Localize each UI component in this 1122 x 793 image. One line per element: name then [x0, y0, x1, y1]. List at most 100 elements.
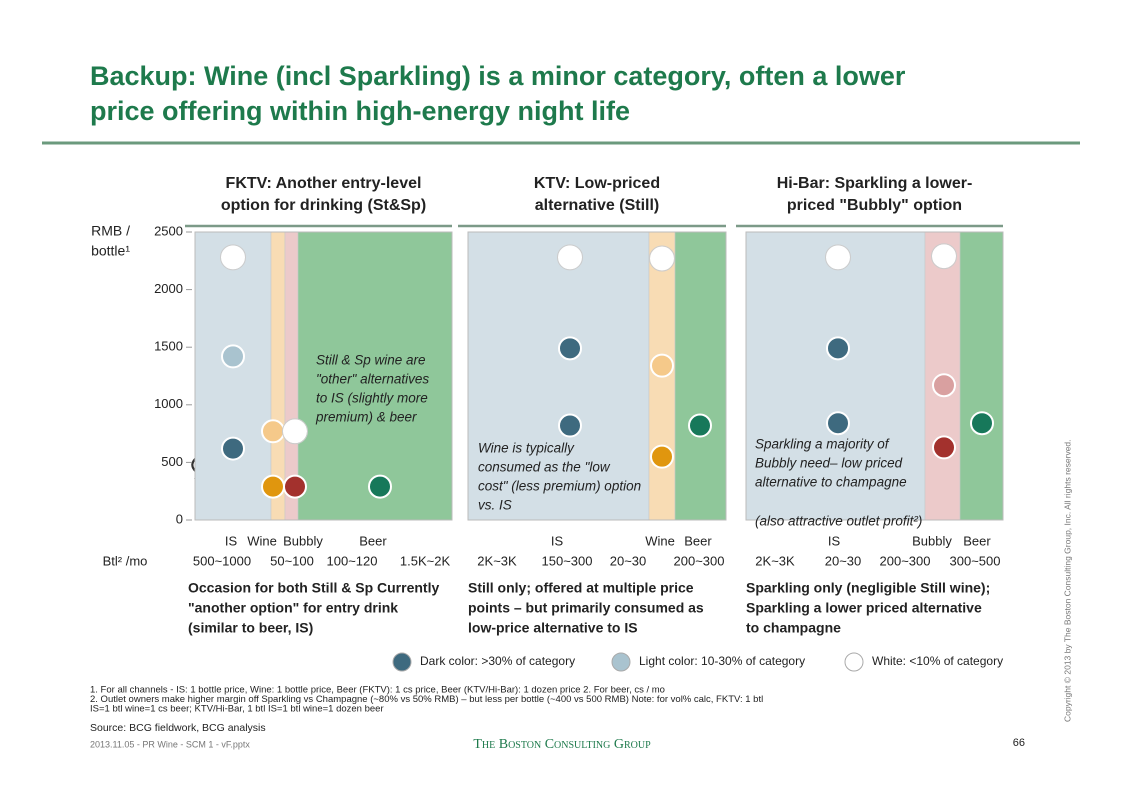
y-axis-label: RMB /	[91, 223, 130, 239]
band	[194, 231, 272, 521]
point	[558, 245, 582, 270]
point-outline	[931, 243, 957, 270]
caption: "another option" for entry drink	[188, 600, 398, 616]
x-tick-label: IS	[828, 533, 841, 548]
volume-label: 150~300	[542, 553, 593, 568]
panel-title: option for drinking (St&Sp)	[221, 197, 426, 214]
y-tick-label: 1500	[154, 339, 183, 354]
caption: Sparkling a lower priced alternative	[746, 600, 982, 616]
caption: Still only; offered at multiple price	[468, 580, 694, 596]
annotation: vs. IS	[478, 498, 512, 513]
y-tick-label: 2500	[154, 223, 183, 238]
annotation: Still & Sp wine are	[316, 353, 426, 368]
x-tick-label: IS	[551, 533, 564, 548]
point	[221, 344, 245, 369]
point	[826, 411, 850, 436]
annotation: to IS (slightly more	[316, 391, 428, 406]
copyright: Copyright © 2013 by The Boston Consultin…	[1062, 439, 1072, 722]
point	[261, 419, 285, 444]
y-tick-label: 500	[161, 454, 183, 469]
point	[650, 246, 674, 271]
caption: Sparkling only (negligible Still wine);	[746, 580, 990, 596]
point	[932, 244, 956, 269]
legend-swatch	[844, 652, 864, 672]
point-outline	[220, 244, 246, 271]
annotation: Sparkling a majority of	[755, 437, 890, 452]
footnote: 2. Outlet owners make higher margin off …	[90, 694, 763, 705]
y-tick-label: 0	[176, 511, 183, 526]
x-tick-label: Bubbly	[283, 533, 323, 548]
band	[959, 231, 1004, 521]
plot-frame	[467, 231, 727, 521]
x-tick-label: Beer	[684, 533, 712, 548]
annotation: cost" (less premium) option	[478, 479, 641, 494]
legend-label: Light color: 10-30% of category	[639, 654, 805, 668]
file-name: 2013.11.05 - PR Wine - SCM 1 - vF.pptx	[90, 739, 250, 749]
volume-label: 300~500	[950, 553, 1001, 568]
volume-label: 200~300	[674, 553, 725, 568]
point	[221, 245, 245, 270]
x-tick-label: Bubbly	[912, 533, 952, 548]
plot-frame	[194, 231, 453, 521]
annotation: Wine is typically	[478, 441, 575, 456]
annotation: premium) & beer	[315, 410, 417, 425]
band	[674, 231, 727, 521]
point	[826, 245, 850, 270]
title-line: Backup: Wine (incl Sparkling) is a minor…	[90, 61, 906, 91]
point	[558, 336, 582, 361]
caption: points – but primarily consumed as	[468, 600, 704, 616]
band	[467, 231, 650, 521]
y-tick-label: 2000	[154, 281, 183, 296]
caption: Occasion for both Still & Sp Currently	[188, 580, 439, 596]
volume-label: 1.5K~2K	[400, 553, 451, 568]
point	[970, 411, 994, 436]
panel-title: Hi-Bar: Sparkling a lower-	[777, 175, 973, 192]
point-outline	[282, 418, 308, 445]
y-tick-label: 1000	[154, 396, 183, 411]
volume-label: 2K~3K	[755, 553, 795, 568]
annotation: "other" alternatives	[316, 372, 429, 387]
point-outline	[649, 245, 675, 272]
volume-label: 20~30	[825, 553, 862, 568]
point	[932, 373, 956, 398]
title-line: price offering within high-energy night …	[90, 96, 630, 126]
volume-label: 50~100	[270, 553, 314, 568]
company: The Boston Consulting Group	[473, 737, 651, 752]
band	[297, 231, 453, 521]
x-tick-label: Beer	[359, 533, 387, 548]
point	[368, 474, 392, 499]
footnote: IS=1 btl wine=1 cs beer; KTV/Hi-Bar, 1 b…	[90, 704, 384, 715]
plot-frame	[745, 231, 1004, 521]
point	[650, 353, 674, 378]
x-tick-label: Wine	[645, 533, 675, 548]
caption: to champagne	[746, 620, 841, 636]
point	[826, 336, 850, 361]
panel-title: KTV: Low-priced	[534, 175, 660, 192]
volume-label: 100~120	[327, 553, 378, 568]
x-tick-label: IS	[225, 533, 238, 548]
volume-label: 500~1000	[193, 553, 251, 568]
volume-label: 200~300	[880, 553, 931, 568]
source: Source: BCG fieldwork, BCG analysis	[90, 722, 266, 734]
footnote: 1. For all channels - IS: 1 bottle price…	[90, 685, 665, 696]
panel-title: FKTV: Another entry-level	[226, 175, 422, 192]
legend-label: Dark color: >30% of category	[420, 654, 575, 668]
point	[688, 413, 712, 438]
volume-label: 2K~3K	[477, 553, 517, 568]
caption: (similar to beer, IS)	[188, 620, 313, 636]
caption: low-price alternative to IS	[468, 620, 638, 636]
point	[283, 474, 307, 499]
y-axis-label: bottle¹	[91, 243, 130, 259]
page-number: 66	[1013, 737, 1025, 749]
annotation: Bubbly need– low priced	[755, 456, 903, 471]
point	[932, 435, 956, 460]
annotation: alternative to champagne	[755, 475, 907, 490]
legend-swatch	[611, 652, 631, 672]
annotation: consumed as the "low	[478, 460, 611, 475]
volume-label: 20~30	[610, 553, 647, 568]
point	[283, 419, 307, 444]
point	[261, 474, 285, 499]
x-tick-label: Beer	[963, 533, 991, 548]
x-tick-label: Wine	[247, 533, 277, 548]
